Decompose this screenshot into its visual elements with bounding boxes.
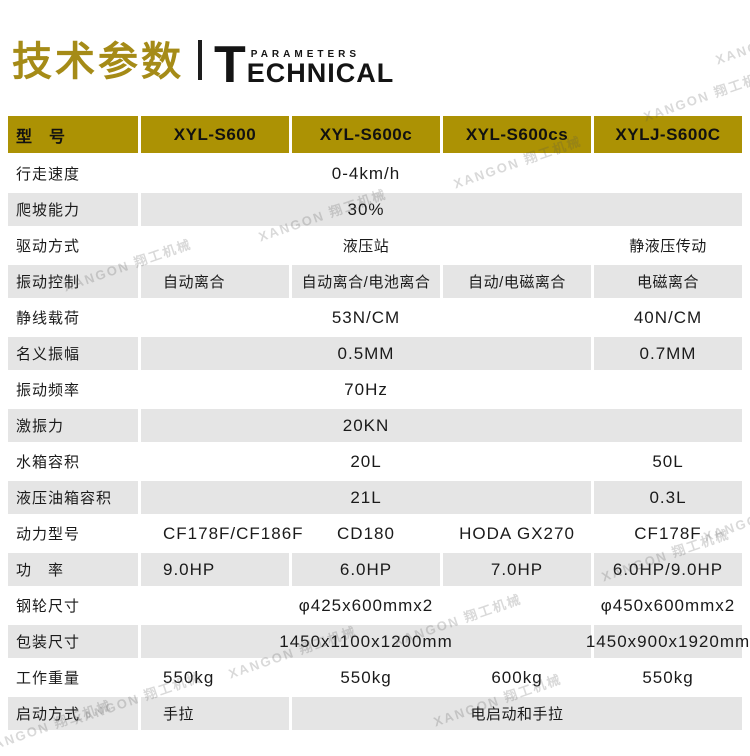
page-title-chinese: 技术参数: [12, 40, 184, 84]
row-label: 名义振幅: [8, 337, 138, 370]
row-label: 功 率: [8, 553, 138, 586]
table-row: 工作重量 550kg 550kg 600kg 550kg: [8, 661, 742, 694]
value-cell: 50L: [652, 451, 684, 471]
value-cell: 0.5MM: [141, 337, 591, 370]
value-cell: 20KN: [141, 409, 742, 442]
table-row: 驱动方式 液压站 静液压传动: [8, 229, 742, 262]
table-row: 水箱容积 20L 50L: [8, 445, 742, 478]
value-cell: 30%: [141, 193, 742, 226]
table-row: 功 率 9.0HP 6.0HP 7.0HP 6.0HP/9.0HP: [8, 553, 742, 586]
table-header-row: 型 号 XYL-S600 XYL-S600c XYL-S600cs XYLJ-S600C: [8, 116, 742, 153]
value-cell: 600kg: [491, 667, 543, 687]
value-cell: 21L: [141, 481, 591, 514]
value-cell: 手拉: [141, 697, 289, 730]
value-cell: 液压站: [342, 238, 390, 255]
value-cell: 0-4km/h: [331, 163, 401, 183]
row-label: 工作重量: [16, 670, 81, 687]
column-header-model-label: 型 号: [8, 116, 138, 153]
title-initial-letter: T: [214, 35, 246, 94]
page-title-english: T PARAMETERS ECHNICAL: [214, 35, 395, 94]
row-label: 水箱容积: [16, 454, 81, 471]
value-cell: CD180: [337, 523, 395, 543]
row-label: 液压油箱容积: [8, 481, 138, 514]
value-cell: 自动离合: [141, 265, 289, 298]
column-header-model: XYLJ-S600C: [594, 116, 742, 153]
row-label: 静线载荷: [16, 310, 81, 327]
table-row: 振动控制 自动离合 自动离合/电池离合 自动/电磁离合 电磁离合: [8, 265, 742, 298]
row-label: 振动频率: [16, 382, 81, 399]
table-row: 名义振幅 0.5MM 0.7MM: [8, 337, 742, 370]
masthead: 技术参数 T PARAMETERS ECHNICAL: [12, 26, 395, 94]
row-label: 启动方式: [8, 697, 138, 730]
row-label: 振动控制: [8, 265, 138, 298]
value-cell: 550kg: [642, 667, 694, 687]
value-cell: 70Hz: [344, 379, 388, 399]
table-row: 动力型号 CF178F/CF186F CD180 HODA GX270 CF178F: [8, 517, 742, 550]
table-row: 包装尺寸 1450x1100x1200mm 1450x900x1920mm: [8, 625, 749, 658]
value-cell: 6.0HP: [292, 553, 440, 586]
table-row: 静线载荷 53N/CM 40N/CM: [8, 301, 742, 334]
value-cell: 550kg: [340, 667, 392, 687]
value-cell: 9.0HP: [141, 553, 289, 586]
brand-watermark: XANGON 翔工机械: [713, 9, 750, 68]
value-cell: 6.0HP/9.0HP: [594, 553, 742, 586]
value-cell: CF178F/CF186F: [163, 523, 304, 543]
row-label: 激振力: [8, 409, 138, 442]
column-header-model: XYL-S600cs: [443, 116, 591, 153]
value-cell: φ425x600mmx2: [298, 595, 434, 615]
value-cell: 40N/CM: [633, 307, 703, 327]
value-cell: 自动/电磁离合: [443, 265, 591, 298]
value-cell: 1450x1100x1200mm: [141, 625, 591, 658]
table-row: 液压油箱容积 21L 0.3L: [8, 481, 742, 514]
row-label: 爬坡能力: [8, 193, 138, 226]
table-row: 启动方式 手拉 电启动和手拉: [8, 697, 742, 730]
row-label: 钢轮尺寸: [16, 598, 81, 615]
table-body: 行走速度 0-4km/h 爬坡能力 30% 驱动方式 液压站 静液压传动 振动控制 自动离合 自动…: [8, 157, 749, 730]
value-cell: 自动离合/电池离合: [292, 265, 440, 298]
value-cell: 电磁离合: [594, 265, 742, 298]
value-cell: CF178F: [634, 523, 702, 543]
value-cell: 0.7MM: [594, 337, 742, 370]
table-row: 激振力 20KN: [8, 409, 742, 442]
title-divider-bar: [198, 40, 202, 80]
row-label: 动力型号: [16, 526, 81, 543]
value-cell: 1450x900x1920mm: [586, 625, 749, 658]
value-cell: HODA GX270: [459, 523, 575, 543]
value-cell: 20L: [350, 451, 382, 471]
row-label: 驱动方式: [16, 238, 81, 255]
spec-table: 型 号 XYL-S600 XYL-S600c XYL-S600cs XYLJ-S600C…: [8, 116, 749, 733]
value-cell: 0.3L: [594, 481, 742, 514]
value-cell: 电启动和手拉: [292, 697, 742, 730]
title-subtext: PARAMETERS: [250, 48, 361, 60]
value-cell: φ450x600mmx2: [600, 595, 736, 615]
value-cell: 53N/CM: [331, 307, 401, 327]
title-rest: ECHNICAL: [246, 57, 395, 88]
value-cell: 静液压传动: [629, 238, 707, 255]
row-label: 包装尺寸: [8, 625, 138, 658]
table-row: 钢轮尺寸 φ425x600mmx2 φ450x600mmx2: [8, 589, 742, 622]
table-row: 爬坡能力 30%: [8, 193, 742, 226]
value-cell: 550kg: [163, 667, 215, 687]
table-row: 振动频率 70Hz: [8, 373, 742, 406]
column-header-model: XYL-S600c: [292, 116, 440, 153]
value-cell: 7.0HP: [443, 553, 591, 586]
row-label: 行走速度: [16, 166, 81, 183]
table-row: 行走速度 0-4km/h: [8, 157, 742, 190]
column-header-model: XYL-S600: [141, 116, 289, 153]
